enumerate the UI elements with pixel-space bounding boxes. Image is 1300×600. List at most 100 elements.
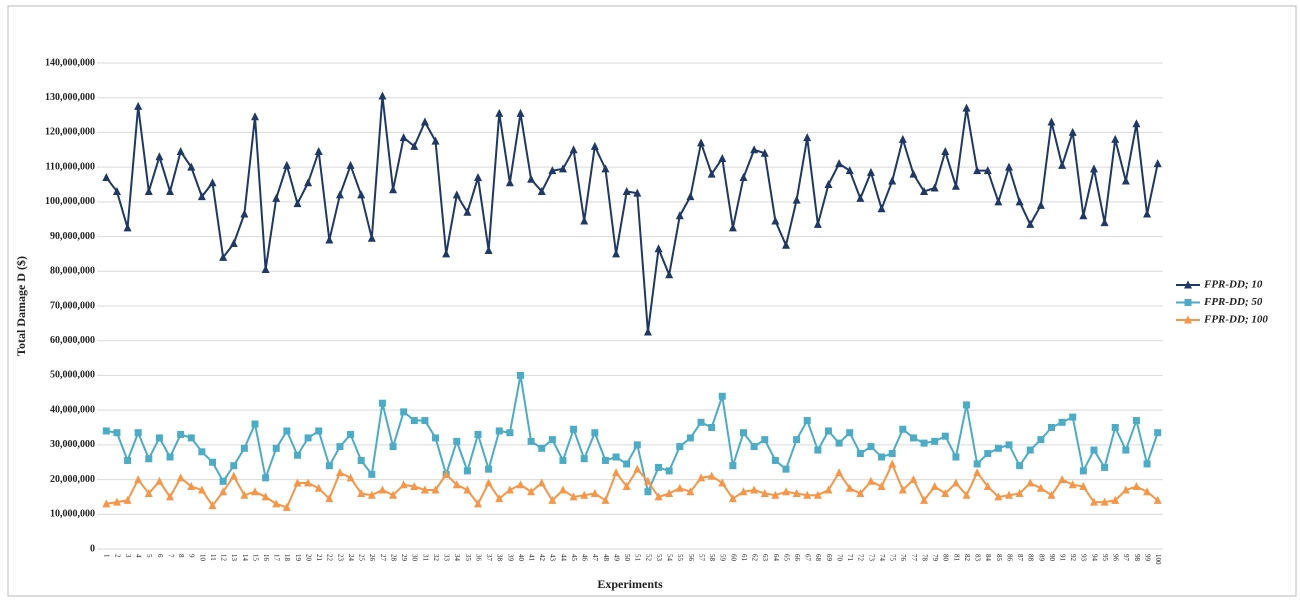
point-marker — [261, 265, 270, 274]
point-marker — [1005, 490, 1014, 499]
x-tick-label: 30 — [411, 554, 419, 562]
x-tick-label: 41 — [528, 554, 536, 562]
point-marker — [654, 244, 663, 253]
point-marker — [1143, 487, 1152, 496]
point-marker — [633, 441, 641, 449]
point-marker — [176, 473, 185, 482]
point-marker — [569, 492, 578, 501]
point-marker — [899, 425, 907, 433]
point-marker — [824, 180, 833, 188]
point-marker — [1132, 482, 1141, 491]
point-marker — [229, 239, 238, 248]
x-tick-label: 81 — [952, 554, 960, 562]
point-marker — [251, 420, 259, 428]
point-marker — [421, 417, 429, 425]
point-marker — [293, 199, 302, 208]
point-marker — [781, 240, 790, 249]
point-marker — [102, 173, 111, 182]
point-marker — [1047, 490, 1056, 499]
point-marker — [166, 492, 175, 501]
point-marker — [951, 181, 960, 190]
point-marker — [1121, 176, 1130, 185]
point-marker — [527, 487, 536, 496]
point-marker — [580, 216, 589, 225]
point-marker — [877, 204, 886, 213]
point-marker — [973, 468, 982, 477]
y-tick-label: 10,000,000 — [50, 509, 95, 520]
point-marker — [984, 450, 992, 458]
point-marker — [760, 488, 769, 497]
point-marker — [1015, 197, 1024, 206]
point-marker — [697, 138, 706, 147]
point-marker — [420, 117, 429, 126]
point-marker — [633, 188, 642, 197]
x-tick-label: 48 — [602, 554, 610, 562]
x-tick-label: 79 — [931, 554, 939, 562]
point-marker — [452, 190, 461, 199]
point-marker — [1058, 475, 1067, 484]
point-marker — [347, 430, 355, 438]
x-tick-label: 15 — [251, 554, 259, 562]
x-tick-label: 68 — [814, 554, 822, 562]
legend-label: FPR-DD; 10 — [1203, 279, 1263, 291]
point-marker — [474, 499, 483, 508]
point-marker — [389, 185, 398, 194]
point-marker — [166, 186, 175, 195]
x-tick-label: 82 — [963, 554, 971, 562]
x-tick-label: 6 — [156, 554, 164, 558]
point-marker — [952, 453, 960, 461]
point-marker — [1101, 463, 1109, 471]
point-marker — [400, 408, 408, 416]
point-marker — [1036, 483, 1045, 492]
y-tick-label: 0 — [90, 543, 95, 554]
x-tick-label: 55 — [676, 554, 684, 562]
point-marker — [538, 444, 546, 452]
x-tick-label: 80 — [942, 554, 950, 562]
x-tick-label: 99 — [1143, 554, 1151, 562]
point-marker — [1111, 495, 1120, 504]
point-marker — [909, 434, 917, 442]
point-marker — [1184, 280, 1192, 289]
y-tick-label: 20,000,000 — [50, 474, 95, 485]
point-marker — [134, 475, 143, 484]
point-marker — [272, 193, 281, 202]
x-tick-label: 43 — [549, 554, 557, 562]
point-marker — [941, 432, 949, 440]
point-marker — [835, 439, 843, 447]
point-marker — [930, 183, 939, 192]
point-marker — [866, 476, 875, 485]
point-marker — [1058, 160, 1067, 169]
x-tick-label: 17 — [273, 554, 281, 562]
point-marker — [432, 434, 440, 442]
point-marker — [474, 173, 483, 182]
x-tick-label: 18 — [283, 554, 291, 562]
point-marker — [963, 401, 971, 409]
y-tick-label: 70,000,000 — [50, 300, 95, 311]
point-marker — [930, 482, 939, 491]
point-marker — [633, 464, 642, 473]
point-marker — [643, 327, 652, 336]
legend-label: FPR-DD; 100 — [1203, 314, 1268, 326]
point-marker — [187, 482, 196, 491]
point-marker — [558, 485, 567, 494]
x-tick-label: 21 — [315, 554, 323, 562]
x-tick-label: 35 — [464, 554, 472, 562]
point-marker — [962, 103, 971, 112]
point-marker — [590, 488, 599, 497]
x-tick-label: 63 — [761, 554, 769, 562]
point-marker — [389, 490, 398, 499]
point-marker — [134, 101, 143, 110]
x-tick-label: 60 — [729, 554, 737, 562]
point-marker — [335, 190, 344, 199]
point-marker — [123, 223, 132, 232]
point-marker — [1154, 429, 1162, 437]
point-marker — [655, 463, 663, 471]
point-marker — [941, 488, 950, 497]
point-marker — [187, 162, 196, 171]
point-marker — [197, 485, 206, 494]
point-marker — [112, 497, 121, 506]
x-tick-label: 4 — [135, 554, 143, 558]
point-marker — [686, 192, 695, 201]
point-marker — [442, 469, 451, 478]
y-tick-label: 110,000,000 — [46, 161, 95, 172]
